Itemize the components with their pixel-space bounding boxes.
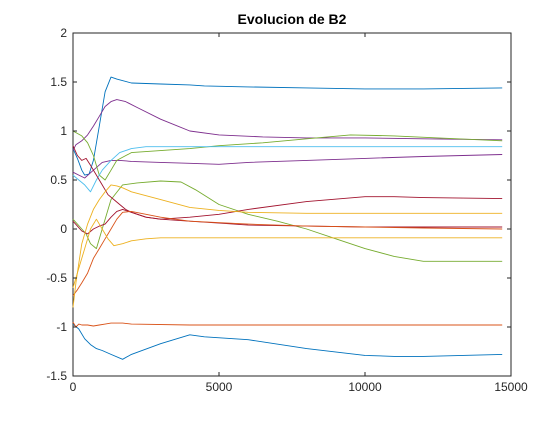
series-line-13	[72, 218, 503, 288]
y-tick-label: 1.5	[50, 75, 67, 89]
series-line-3	[72, 99, 503, 151]
x-tick-label: 5000	[206, 380, 233, 394]
series-line-10	[72, 321, 503, 328]
y-tick-label: 1	[60, 124, 67, 138]
y-tick-label: -1.5	[46, 369, 67, 383]
series-line-12	[72, 184, 503, 308]
x-tick-label: 0	[70, 380, 77, 394]
chart-title: Evolucion de B2	[238, 11, 347, 27]
x-tick-label: 10000	[348, 380, 382, 394]
axes-layer: 0 5000 10000 15000 -1.5 -1 -0.5 0 0.5 1 1.5 2	[46, 26, 528, 394]
x-tick-label: 15000	[494, 380, 528, 394]
plot-area	[72, 32, 512, 377]
y-tick-label: -0.5	[46, 271, 67, 285]
series-line-5	[72, 130, 503, 181]
y-tick-label: 0.5	[50, 173, 67, 187]
series-line-8	[72, 145, 503, 220]
series-line-11	[72, 210, 503, 296]
series-line-2	[72, 323, 503, 360]
y-tick-label: 2	[60, 26, 67, 40]
y-tick-label: 0	[60, 222, 67, 236]
series-layer	[72, 76, 503, 360]
series-line-7	[72, 146, 503, 193]
y-tick-label: -1	[56, 320, 67, 334]
series-line-1	[72, 76, 503, 176]
series-line-4	[72, 154, 503, 179]
series-line-6	[72, 180, 503, 262]
